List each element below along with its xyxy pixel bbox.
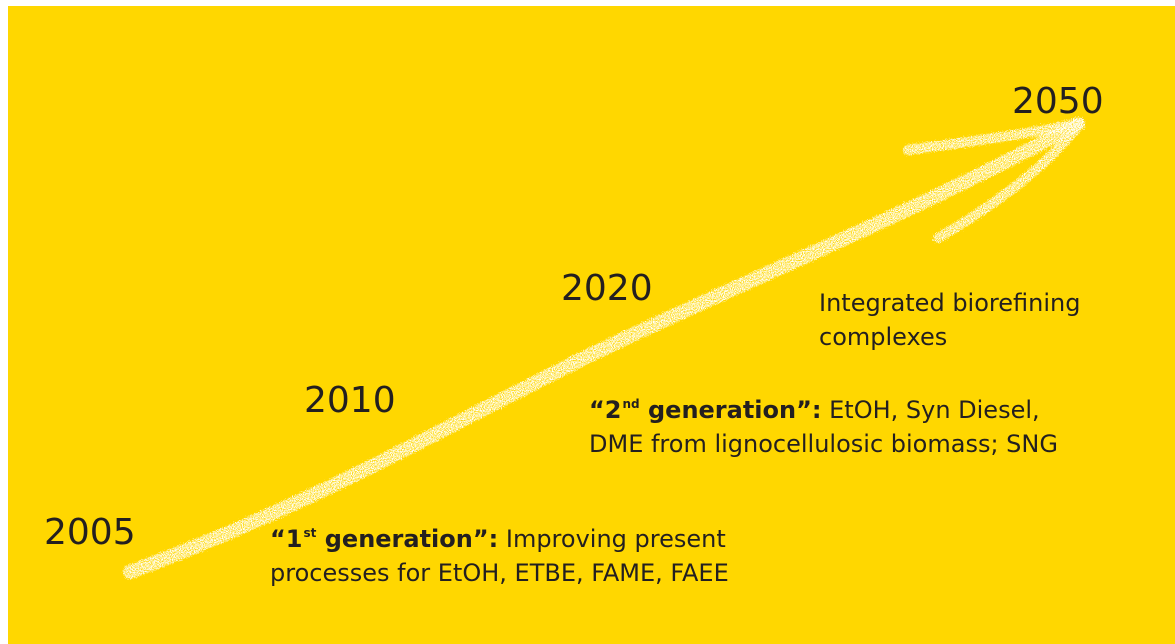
year-2020-label: 2020 xyxy=(561,268,653,309)
first-generation-description: “1st generation”: Improving present proc… xyxy=(270,522,729,590)
first-generation-text-2: processes for EtOH, ETBE, FAME, FAEE xyxy=(270,559,729,587)
first-generation-word: generation xyxy=(316,525,473,553)
second-generation-word: generation xyxy=(639,396,797,424)
arrow-shaft xyxy=(123,117,1085,579)
second-generation-line1: “2nd generation”: EtOH, Syn Diesel, xyxy=(589,393,1058,427)
first-generation-number: 1 xyxy=(285,525,303,553)
second-generation-text-1: EtOH, Syn Diesel, xyxy=(821,396,1040,424)
first-generation-text-1: Improving present xyxy=(498,525,726,553)
second-generation-description: “2nd generation”: EtOH, Syn Diesel, DME … xyxy=(589,393,1058,461)
second-generation-label: “2nd generation”: xyxy=(589,396,821,424)
second-generation-quote-open: “ xyxy=(589,396,605,424)
first-generation-line1: “1st generation”: Improving present xyxy=(270,522,729,556)
arrow-head xyxy=(903,118,1085,243)
year-2005-label: 2005 xyxy=(44,512,136,553)
second-generation-number: 2 xyxy=(604,396,622,424)
year-2010-label: 2010 xyxy=(304,380,396,421)
first-generation-quote-open: “ xyxy=(270,525,286,553)
second-generation-text-2: DME from lignocellulosic biomass; SNG xyxy=(589,430,1058,458)
first-generation-quote-close: ”: xyxy=(472,525,499,553)
timeline-arrow xyxy=(8,6,1175,644)
integrated-biorefining-description: Integrated biorefining complexes xyxy=(819,286,1080,354)
year-2050-label: 2050 xyxy=(1012,81,1104,122)
second-generation-ordinal: nd xyxy=(622,397,640,411)
second-generation-quote-close: ”: xyxy=(796,396,822,424)
integrated-text-2: complexes xyxy=(819,323,948,351)
first-generation-ordinal: st xyxy=(303,526,317,540)
diagram-canvas: 2005 2010 2020 2050 “1st generation”: Im… xyxy=(8,6,1175,644)
integrated-text-1: Integrated biorefining xyxy=(819,289,1081,317)
first-generation-label: “1st generation”: xyxy=(270,525,498,553)
